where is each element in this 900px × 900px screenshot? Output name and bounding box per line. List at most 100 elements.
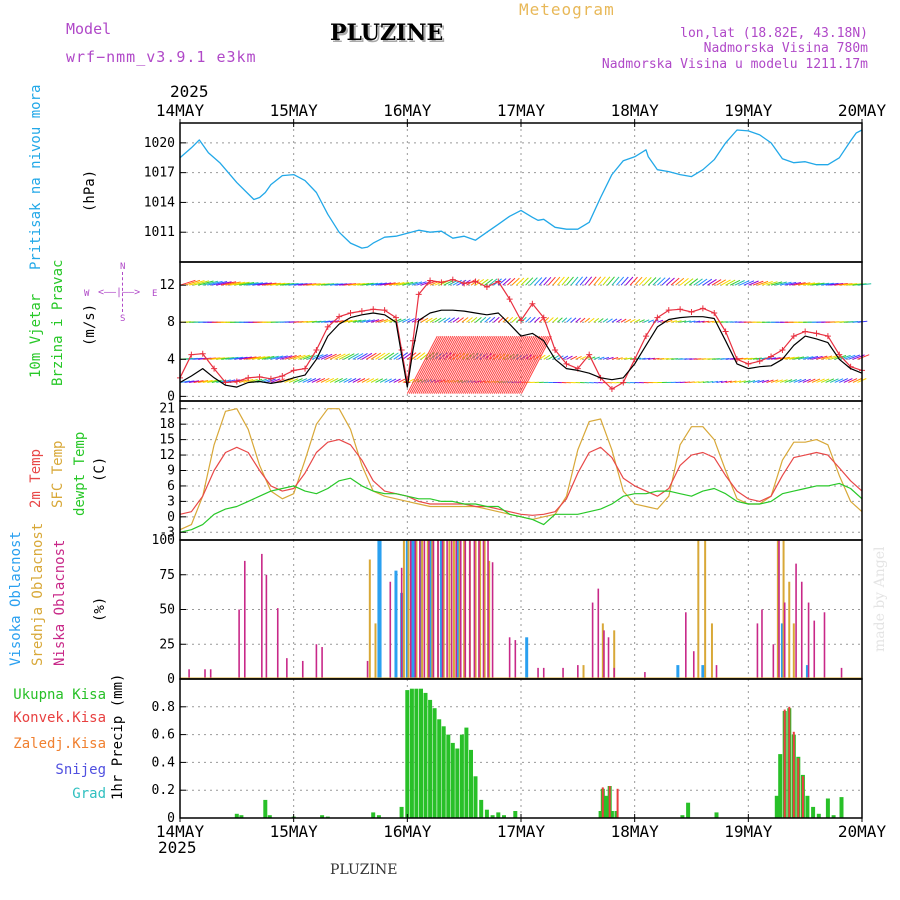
wind-barb: [707, 320, 714, 323]
total-rain-bar: [414, 688, 419, 818]
wind-barb: [798, 356, 809, 360]
wind-barb: [588, 317, 595, 323]
wind-barb: [507, 316, 514, 323]
gust-marker: [415, 291, 422, 298]
wind-barb: [638, 276, 648, 286]
wind-barb: [398, 378, 406, 383]
wind-barb: [517, 335, 548, 394]
wind-barb: [316, 377, 326, 383]
total-rain-bar: [502, 815, 506, 818]
y-tick-label: 25: [159, 637, 175, 652]
wind-barb: [811, 282, 825, 286]
wind-barb: [518, 335, 550, 394]
wind-barb: [243, 378, 254, 383]
wind-barb: [366, 319, 375, 323]
wind-barb: [307, 283, 321, 286]
wind-barb: [547, 317, 554, 323]
x-tick-label-bottom: 15MAY: [270, 822, 319, 841]
wind-barb: [484, 335, 516, 394]
wind-barb: [702, 381, 709, 383]
total-rain-bar: [614, 811, 619, 818]
wind-barb: [402, 281, 414, 286]
wind-barb: [270, 378, 281, 383]
x-tick-label-top: 20MAY: [838, 101, 887, 120]
wind-side-label-2: Brzina i Pravac: [50, 259, 66, 386]
wind-barb: [216, 357, 230, 360]
y-tick-label: 1011: [144, 225, 175, 240]
wind-barb: [466, 335, 498, 394]
wind-barb: [857, 354, 870, 360]
wind-barb: [616, 318, 622, 323]
wind-barb: [352, 283, 365, 286]
wind-barb: [634, 319, 641, 323]
wind-barbs: [179, 276, 872, 394]
wind-barb: [802, 378, 811, 383]
wind-barb: [748, 380, 756, 383]
wind-barb: [329, 377, 339, 383]
gust-marker: [768, 353, 775, 360]
wind-barb: [334, 283, 348, 286]
wind-barb: [443, 317, 451, 323]
total-rain-bar: [609, 811, 614, 818]
wind-barb: [457, 317, 464, 323]
total-rain-bar: [598, 811, 603, 818]
wind-barb: [602, 356, 610, 360]
gust-marker: [336, 313, 343, 320]
wind-barb: [593, 276, 602, 286]
total-rain-bar: [450, 742, 455, 818]
wind-barb: [648, 319, 654, 323]
wind-barb: [275, 282, 290, 286]
y-tick-label: 12: [159, 448, 175, 463]
wind-barb: [435, 335, 467, 394]
wind-barb: [261, 282, 277, 286]
total-rain-bar: [239, 815, 244, 818]
wind-barb: [475, 278, 485, 286]
wind-barb: [248, 356, 261, 360]
wind-barb: [770, 379, 779, 383]
wind-barb: [666, 319, 673, 323]
wind-barb: [388, 378, 397, 383]
compass-e: E: [152, 289, 158, 299]
precip-unit: 1hr Precip (mm): [110, 673, 126, 800]
wind-barb: [229, 281, 246, 286]
wind-barb: [666, 277, 675, 286]
wind-barb: [770, 281, 783, 286]
total-rain-bar: [371, 812, 376, 818]
wind-barb: [429, 317, 438, 323]
grid-lines: [180, 123, 862, 819]
gust-marker: [324, 323, 331, 330]
wind-barb: [379, 282, 392, 286]
wind-barb: [325, 377, 335, 383]
wind-barb: [780, 281, 792, 286]
wind-barb: [398, 281, 409, 286]
wind-barb: [688, 278, 699, 286]
wind-barb: [520, 277, 529, 286]
wind-barb: [507, 277, 516, 286]
wind-barb: [597, 276, 606, 286]
wind-barb: [432, 335, 463, 394]
wind-barb: [680, 320, 687, 323]
wind-barb: [298, 378, 308, 383]
temp2m-side-label: 2m Temp: [28, 448, 44, 508]
wind-barb: [252, 356, 266, 360]
wind-barb: [643, 357, 651, 360]
wind-barb: [422, 335, 454, 394]
convective-rain-bar: [616, 788, 619, 818]
wind-barb: [629, 318, 636, 323]
wind-barb: [430, 335, 461, 394]
wind-barb: [410, 335, 442, 394]
wind-barb: [270, 355, 284, 360]
wind-barb: [488, 335, 519, 394]
wind-barb: [725, 380, 732, 383]
total-rain-bar: [469, 749, 473, 818]
wind-barb: [657, 277, 666, 286]
wind-barb: [320, 353, 333, 360]
wind-barb: [284, 283, 299, 286]
wind-barb: [370, 352, 382, 360]
y-tick-label: 75: [159, 568, 175, 583]
wind-barb: [625, 276, 634, 286]
x-tick-label-bottom: 20MAY: [838, 822, 887, 841]
wind-barb: [493, 335, 525, 394]
gust-marker: [358, 308, 365, 315]
total-rain-bar: [441, 726, 446, 818]
